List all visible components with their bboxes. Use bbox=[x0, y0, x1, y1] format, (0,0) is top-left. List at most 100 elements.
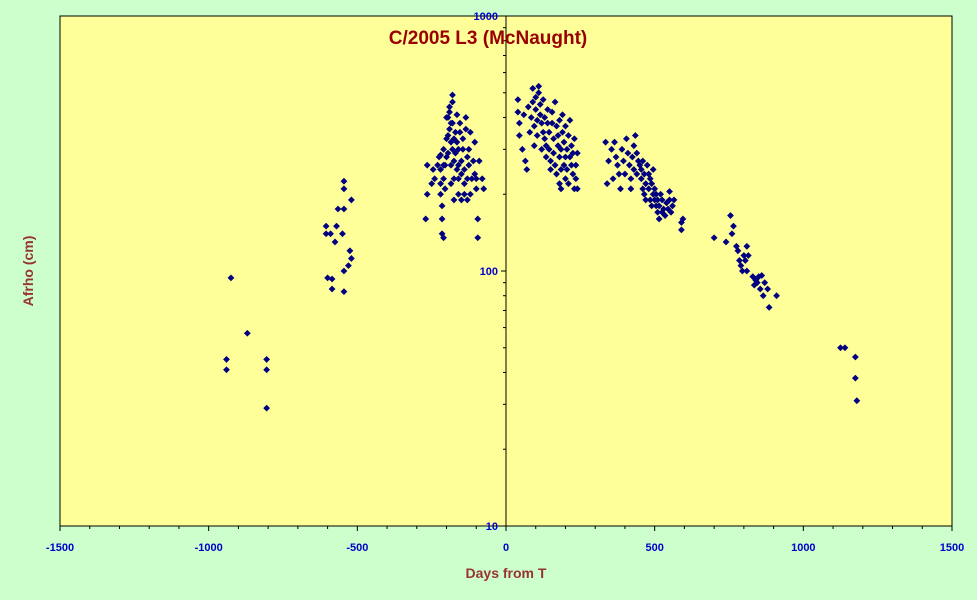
data-point bbox=[722, 238, 730, 246]
data-point bbox=[535, 82, 543, 90]
data-point bbox=[423, 190, 431, 198]
data-point bbox=[453, 138, 461, 146]
data-point bbox=[633, 170, 641, 178]
data-point bbox=[728, 230, 736, 238]
data-point bbox=[642, 180, 650, 188]
data-point bbox=[340, 177, 348, 185]
data-point bbox=[423, 161, 431, 169]
x-tick-label: 0 bbox=[503, 542, 509, 554]
tick-labels: -1500 -1000 -500 0 500 1000 1500 10 100 1000 bbox=[46, 11, 964, 554]
data-point bbox=[463, 153, 471, 161]
data-point bbox=[566, 116, 574, 124]
data-point bbox=[547, 157, 554, 165]
data-point bbox=[322, 230, 330, 238]
data-point bbox=[654, 208, 662, 216]
data-point bbox=[322, 222, 330, 230]
chart-title: C/2005 L3 (McNaught) bbox=[389, 28, 587, 49]
data-point bbox=[478, 175, 486, 183]
data-point bbox=[755, 273, 763, 281]
x-tick-label: 500 bbox=[645, 542, 663, 554]
axes bbox=[59, 15, 953, 531]
data-point bbox=[625, 161, 633, 169]
data-point bbox=[456, 128, 464, 136]
data-point bbox=[764, 285, 772, 293]
data-point bbox=[572, 175, 580, 183]
data-point bbox=[440, 175, 447, 183]
data-point bbox=[455, 161, 462, 169]
data-point bbox=[347, 196, 355, 204]
data-point bbox=[851, 374, 859, 382]
data-point bbox=[331, 238, 339, 246]
data-point bbox=[472, 175, 480, 183]
data-point bbox=[743, 267, 751, 275]
data-point bbox=[557, 185, 565, 193]
data-point bbox=[447, 180, 455, 188]
data-point bbox=[523, 166, 531, 173]
data-point bbox=[550, 135, 557, 143]
data-point bbox=[463, 175, 471, 183]
data-point bbox=[460, 166, 468, 173]
data-point bbox=[730, 222, 737, 230]
data-point bbox=[469, 157, 477, 165]
data-point bbox=[535, 89, 543, 97]
data-point bbox=[563, 145, 571, 153]
data-point bbox=[450, 196, 458, 204]
data-point bbox=[465, 161, 473, 169]
data-point bbox=[556, 116, 563, 124]
data-point bbox=[227, 274, 235, 282]
data-point bbox=[679, 215, 687, 223]
data-point bbox=[570, 135, 578, 143]
data-point bbox=[741, 257, 749, 264]
data-point bbox=[340, 205, 348, 213]
data-point bbox=[621, 170, 629, 178]
data-point bbox=[460, 190, 468, 198]
data-point bbox=[474, 215, 482, 223]
data-point bbox=[617, 185, 624, 193]
data-point bbox=[630, 142, 638, 150]
data-point bbox=[444, 149, 452, 157]
data-point bbox=[563, 166, 571, 173]
data-point bbox=[758, 272, 766, 279]
data-point bbox=[452, 128, 459, 136]
data-point bbox=[521, 157, 529, 165]
data-point bbox=[637, 175, 645, 183]
data-point bbox=[548, 119, 556, 127]
data-point bbox=[624, 149, 632, 157]
data-point bbox=[648, 202, 656, 210]
data-point bbox=[851, 353, 859, 361]
data-point bbox=[515, 132, 523, 139]
data-point bbox=[551, 98, 559, 106]
data-point bbox=[643, 161, 651, 169]
data-point bbox=[550, 149, 557, 157]
data-point bbox=[652, 190, 660, 198]
data-point bbox=[536, 101, 544, 108]
data-points bbox=[223, 82, 861, 412]
data-point bbox=[539, 96, 547, 104]
data-point bbox=[710, 234, 718, 242]
y-tick-label: 100 bbox=[480, 266, 498, 278]
data-point bbox=[532, 93, 540, 101]
data-point bbox=[437, 151, 444, 159]
data-point bbox=[608, 145, 615, 153]
data-point bbox=[458, 157, 465, 165]
data-point bbox=[434, 161, 442, 169]
data-point bbox=[620, 157, 627, 165]
data-point bbox=[614, 161, 621, 169]
data-point bbox=[541, 114, 549, 121]
data-point bbox=[658, 196, 666, 204]
data-point bbox=[603, 180, 611, 188]
data-point bbox=[750, 281, 758, 289]
data-point bbox=[547, 166, 554, 173]
data-point bbox=[455, 145, 462, 153]
data-point bbox=[667, 208, 675, 216]
data-point bbox=[463, 196, 471, 204]
data-point bbox=[455, 190, 462, 198]
data-point bbox=[243, 329, 251, 337]
data-point bbox=[740, 252, 748, 259]
data-point bbox=[765, 303, 773, 311]
data-point bbox=[532, 106, 540, 113]
data-point bbox=[627, 175, 635, 183]
data-point bbox=[462, 114, 470, 121]
